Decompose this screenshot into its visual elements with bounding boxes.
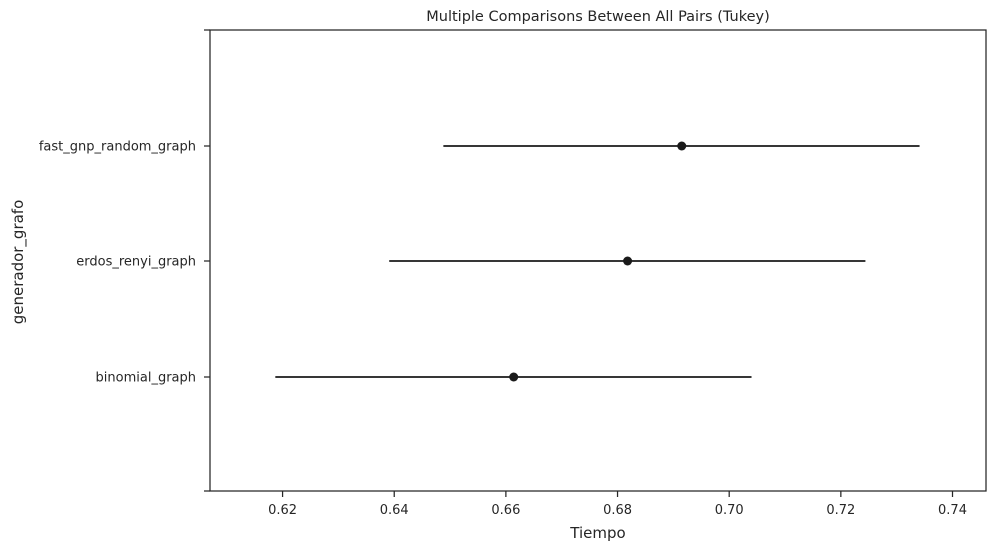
x-tick-label: 0.74 [938,503,967,518]
x-axis-ticks: 0.62 0.64 0.66 0.68 0.70 0.72 0.74 [268,491,967,518]
interval-series [275,141,920,382]
x-tick-label: 0.66 [491,503,520,518]
y-axis-ticks: fast_gnp_random_graph erdos_renyi_graphbi… [39,140,210,386]
y-tick-label: fast_gnp_random_graph [39,140,196,155]
y-tick-label: erdos_renyi_graph [76,255,196,270]
y-axis-label: generador_grafo [9,200,28,325]
x-tick-label: 0.70 [715,503,744,518]
mean-point [509,372,519,382]
x-axis-label: Tiempo [569,524,625,542]
chart-title: Multiple Comparisons Between All Pairs (… [426,9,770,25]
x-tick-label: 0.62 [268,503,297,518]
mean-point [623,256,633,266]
x-tick-label: 0.64 [380,503,409,518]
x-tick-label: 0.72 [826,503,855,518]
mean-point [677,141,687,151]
x-tick-label: 0.68 [603,503,632,518]
y-tick-label: binomial_graph [96,371,196,386]
